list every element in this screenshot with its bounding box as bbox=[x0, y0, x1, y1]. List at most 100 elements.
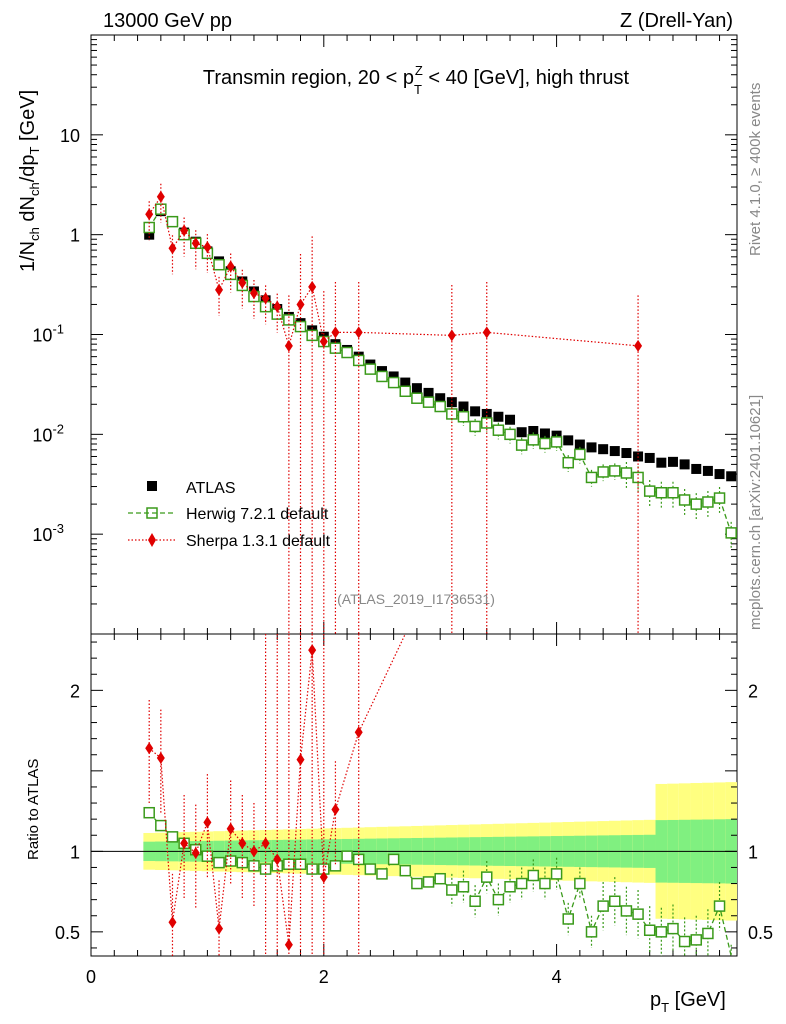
herwig-point bbox=[399, 385, 412, 398]
legend-herwig-label: Herwig 7.2.1 default bbox=[186, 506, 329, 523]
herwig-ratio-point bbox=[632, 908, 644, 920]
x-tick-label: 0 bbox=[86, 967, 96, 987]
atlas-point bbox=[539, 428, 550, 439]
atlas-point bbox=[446, 397, 457, 408]
y-tick-label: 10 bbox=[60, 126, 80, 146]
atlas-point bbox=[458, 401, 469, 412]
herwig-ratio-point bbox=[655, 926, 668, 938]
herwig-point bbox=[690, 498, 703, 510]
herwig-ratio-point bbox=[155, 819, 167, 832]
x-tick-label: 2 bbox=[319, 967, 329, 987]
atlas-point bbox=[144, 229, 155, 240]
atlas-point bbox=[563, 435, 574, 446]
atlas-point bbox=[400, 377, 411, 388]
sherpa-ratio-point bbox=[249, 845, 258, 858]
herwig-ratio-point bbox=[702, 927, 714, 940]
herwig-point bbox=[364, 363, 377, 375]
sherpa-point bbox=[203, 241, 212, 254]
herwig-point bbox=[469, 420, 481, 433]
x-tick-label: 4 bbox=[552, 967, 562, 987]
sherpa-point bbox=[634, 339, 643, 352]
herwig-point bbox=[515, 439, 528, 451]
atlas-point bbox=[470, 406, 481, 417]
legend-sherpa-marker bbox=[148, 533, 156, 547]
sherpa-ratio-point bbox=[308, 644, 317, 657]
y-axis-label: 1/Nch dNch/dpT [GeV] bbox=[17, 90, 42, 272]
atlas-point bbox=[621, 448, 632, 459]
herwig-ratio-point bbox=[480, 871, 493, 883]
herwig-point bbox=[585, 471, 598, 484]
atlas-point bbox=[388, 371, 399, 382]
sherpa-ratio-point bbox=[319, 871, 328, 884]
atlas-point bbox=[505, 414, 516, 425]
legend-herwig-marker bbox=[146, 507, 158, 519]
sherpa-point bbox=[180, 224, 189, 237]
herwig-point bbox=[539, 437, 551, 450]
sherpa-point bbox=[191, 237, 200, 250]
herwig-point bbox=[376, 370, 388, 383]
herwig-ratio-point bbox=[376, 868, 388, 880]
sherpa-ratio-point bbox=[296, 753, 305, 766]
herwig-point bbox=[341, 346, 353, 359]
herwig-point bbox=[143, 221, 155, 234]
atlas-point bbox=[726, 471, 737, 482]
sherpa-ratio-point bbox=[238, 837, 247, 850]
herwig-point bbox=[527, 434, 540, 446]
mcplots-label: mcplots.cern.ch [arXiv:2401.10621] bbox=[747, 395, 764, 630]
rivet-label: Rivet 4.1.0, ≥ 400k events bbox=[747, 83, 764, 256]
herwig-point bbox=[655, 486, 668, 499]
atlas-point bbox=[656, 457, 667, 468]
y-tick-label: 1 bbox=[70, 226, 80, 246]
herwig-ratio-point bbox=[597, 900, 609, 912]
herwig-ratio-point bbox=[620, 905, 633, 917]
ratio-uncertainty-bands bbox=[91, 782, 737, 921]
atlas-point bbox=[586, 442, 597, 453]
herwig-point bbox=[562, 456, 574, 469]
sherpa-point bbox=[482, 326, 491, 339]
sherpa-point bbox=[145, 208, 154, 221]
sherpa-ratio-point bbox=[273, 853, 282, 866]
herwig-point bbox=[504, 428, 516, 441]
herwig-point bbox=[702, 496, 714, 508]
atlas-point bbox=[667, 456, 678, 467]
herwig-point bbox=[643, 485, 656, 497]
herwig-ratio-point bbox=[422, 876, 435, 888]
header-left: 13000 GeV pp bbox=[103, 10, 232, 32]
sherpa-point bbox=[226, 260, 235, 273]
sherpa-point bbox=[319, 335, 328, 348]
ratio-y-tick-label: 2 bbox=[70, 681, 80, 701]
herwig-ratio-point bbox=[341, 850, 353, 862]
sherpa-point bbox=[284, 339, 293, 352]
sherpa-point bbox=[249, 287, 258, 300]
sherpa-line bbox=[148, 195, 639, 348]
y-tick-label: 10-1 bbox=[32, 322, 64, 346]
sherpa-point bbox=[215, 283, 224, 296]
header-right: Z (Drell-Yan) bbox=[620, 10, 733, 32]
herwig-point bbox=[329, 342, 342, 354]
legend-sherpa-label: Sherpa 1.3.1 default bbox=[186, 533, 331, 550]
sherpa-point bbox=[296, 298, 305, 311]
herwig-ratio-point bbox=[492, 893, 505, 906]
atlas-point bbox=[411, 383, 422, 394]
herwig-point bbox=[446, 408, 458, 420]
herwig-point bbox=[620, 467, 633, 479]
atlas-point bbox=[516, 427, 527, 438]
atlas-point bbox=[609, 446, 620, 457]
herwig-ratio-point bbox=[399, 864, 412, 877]
sherpa-ratio-point bbox=[354, 726, 363, 739]
plot-title: Transmin region, 20 < pTZ < 40 [GeV], hi… bbox=[203, 63, 630, 97]
herwig-ratio-point bbox=[504, 881, 516, 893]
herwig-point bbox=[411, 392, 423, 404]
atlas-point bbox=[528, 425, 539, 436]
sherpa-ratio-point bbox=[331, 803, 340, 816]
herwig-ratio-point bbox=[539, 877, 551, 890]
ratio-y-tick-label: 1 bbox=[70, 842, 80, 862]
herwig-ratio-point bbox=[294, 858, 307, 870]
herwig-ratio-point bbox=[609, 895, 621, 908]
herwig-ratio-point bbox=[643, 924, 656, 936]
analysis-watermark: (ATLAS_2019_I1736531) bbox=[337, 591, 495, 607]
herwig-ratio-point bbox=[515, 877, 528, 890]
sherpa-ratio-point bbox=[191, 846, 200, 859]
atlas-point bbox=[598, 444, 609, 455]
